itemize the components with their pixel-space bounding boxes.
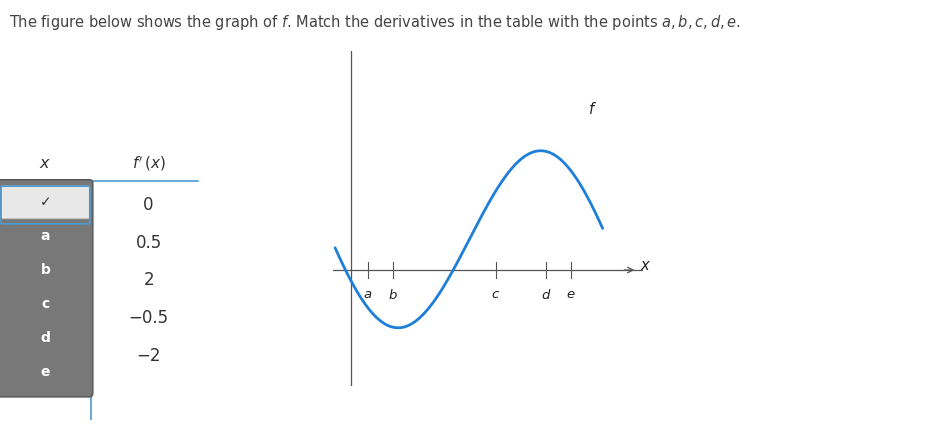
Text: $a$: $a$ xyxy=(363,288,372,301)
Text: ✓: ✓ xyxy=(39,195,52,209)
Text: ∧: ∧ xyxy=(70,275,78,285)
Text: ∧: ∧ xyxy=(70,238,78,248)
Text: d: d xyxy=(40,331,51,345)
Text: b: b xyxy=(40,263,51,277)
Text: $f'\,(x)$: $f'\,(x)$ xyxy=(131,154,165,173)
Text: 0: 0 xyxy=(144,196,154,214)
Text: −0.5: −0.5 xyxy=(129,309,169,327)
Text: $d$: $d$ xyxy=(541,288,552,302)
Text: ∧: ∧ xyxy=(70,313,78,323)
FancyBboxPatch shape xyxy=(1,186,90,219)
FancyBboxPatch shape xyxy=(0,180,93,397)
Text: −2: −2 xyxy=(136,347,160,365)
Text: 2: 2 xyxy=(144,271,154,289)
Text: a: a xyxy=(40,229,50,243)
Text: ∧: ∧ xyxy=(70,350,78,361)
FancyBboxPatch shape xyxy=(2,338,89,373)
Text: $f$: $f$ xyxy=(588,101,597,117)
Text: $e$: $e$ xyxy=(567,288,576,301)
Text: $c$: $c$ xyxy=(492,288,500,301)
Text: 0.5: 0.5 xyxy=(135,234,161,252)
FancyBboxPatch shape xyxy=(2,263,89,298)
Text: e: e xyxy=(40,365,50,379)
Text: $x$: $x$ xyxy=(39,155,52,172)
Text: The figure below shows the graph of $f$. Match the derivatives in the table with: The figure below shows the graph of $f$.… xyxy=(9,13,741,32)
FancyBboxPatch shape xyxy=(2,300,89,335)
Text: $x$: $x$ xyxy=(641,259,652,273)
Text: c: c xyxy=(41,297,50,311)
FancyBboxPatch shape xyxy=(2,225,89,260)
Text: $b$: $b$ xyxy=(388,288,398,302)
